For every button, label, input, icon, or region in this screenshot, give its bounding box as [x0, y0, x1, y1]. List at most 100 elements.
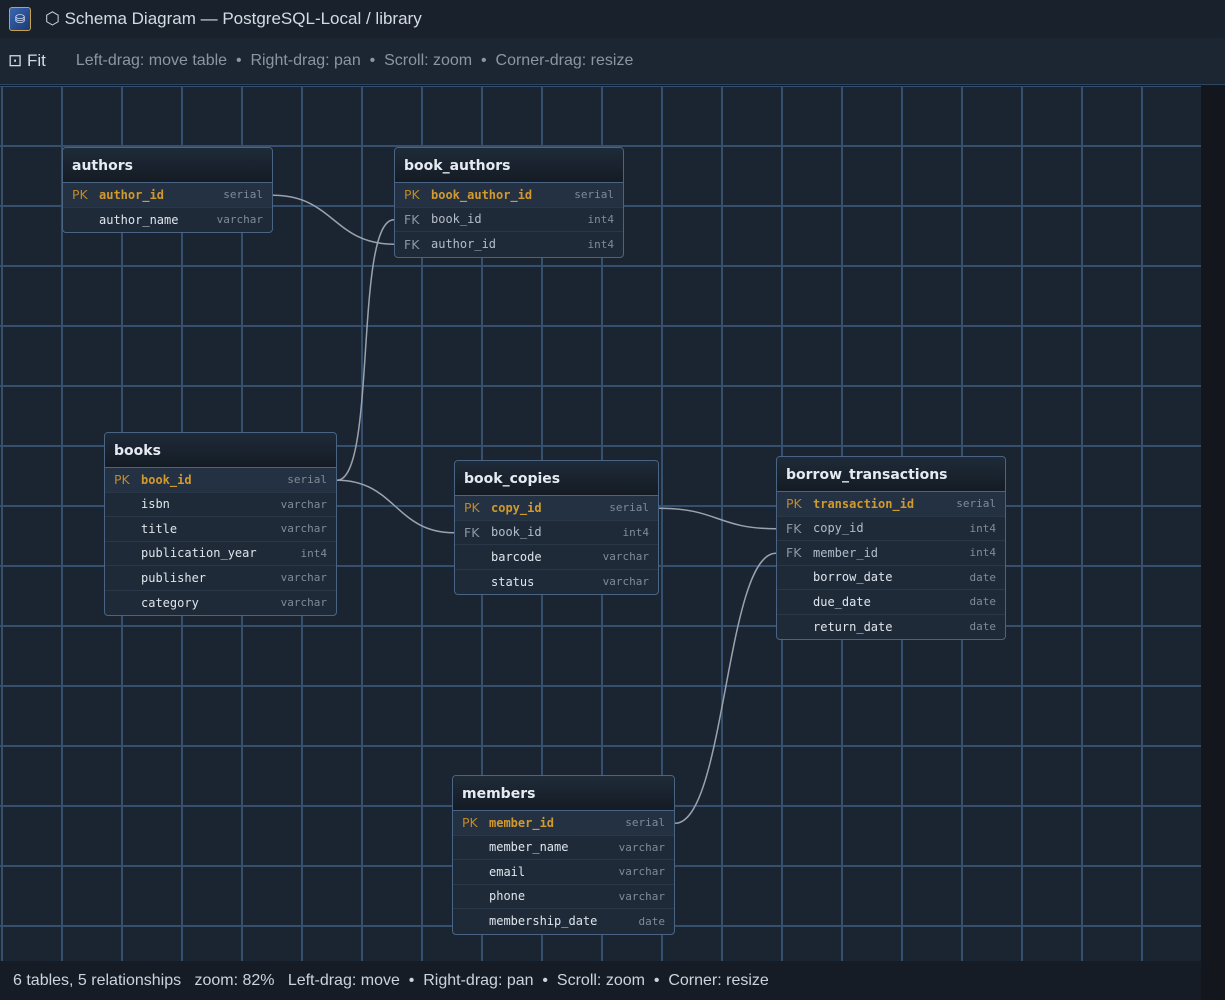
title-bar: ⛁ ⬡ Schema Diagram — PostgreSQL-Local / … [0, 0, 1225, 38]
table-header[interactable]: book_authors [395, 148, 623, 183]
column-type: date [638, 914, 666, 928]
table-header[interactable]: book_copies [455, 461, 658, 496]
column-name: publication_year [141, 546, 257, 561]
column-type: int4 [300, 546, 328, 560]
table-header[interactable]: authors [63, 148, 272, 183]
column-name: transaction_id [813, 496, 915, 511]
column-type: serial [223, 188, 263, 202]
key-badge: FK [786, 520, 802, 536]
app-icon: ⛁ [9, 7, 31, 31]
column-type: serial [625, 816, 665, 830]
column-row[interactable]: PK member_id serial [453, 811, 674, 836]
relationship-line [336, 479, 455, 534]
relationship-line [674, 552, 777, 824]
column-name: author_name [99, 212, 179, 227]
column-row[interactable]: barcode varchar [455, 545, 658, 570]
column-row[interactable]: status varchar [455, 570, 658, 595]
status-bar: 6 tables, 5 relationships zoom: 82% Left… [0, 961, 1201, 1000]
column-type: date [969, 595, 997, 609]
column-type: serial [287, 473, 327, 487]
diagram-canvas[interactable]: authors PK author_id serial author_name varch… [0, 86, 1201, 961]
column-type: varchar [618, 865, 665, 879]
fit-button[interactable]: ⊡ Fit [8, 51, 46, 70]
column-name: copy_id [491, 500, 542, 515]
column-type: varchar [602, 550, 649, 564]
table-books[interactable]: books PK book_id serial isbn varchar title varc… [104, 432, 337, 616]
column-row[interactable]: FK member_id int4 [777, 541, 1005, 566]
column-row[interactable]: author_name varchar [63, 208, 272, 233]
column-row[interactable]: FK author_id int4 [395, 232, 623, 257]
column-name: phone [489, 889, 526, 904]
column-row[interactable]: PK book_id serial [105, 468, 336, 493]
column-name: isbn [141, 497, 170, 512]
table-header[interactable]: borrow_transactions [777, 457, 1005, 492]
column-name: book_id [431, 212, 482, 227]
column-type: int4 [622, 525, 650, 539]
column-name: status [491, 574, 535, 589]
table-borrow_transactions[interactable]: borrow_transactions PK transaction_id seria… [776, 456, 1006, 640]
table-book_authors[interactable]: book_authors PK book_author_id serial FK book… [394, 147, 624, 258]
column-type: varchar [280, 596, 327, 610]
column-name: return_date [813, 619, 893, 634]
column-row[interactable]: membership_date date [453, 909, 674, 934]
relationship-line [272, 194, 395, 245]
column-row[interactable]: PK copy_id serial [455, 496, 658, 521]
key-badge: PK [464, 500, 480, 516]
table-members[interactable]: members PK member_id serial member_name varch… [452, 775, 675, 935]
table-authors[interactable]: authors PK author_id serial author_name varch… [62, 147, 273, 233]
column-row[interactable]: category varchar [105, 591, 336, 616]
key-badge: PK [72, 187, 88, 203]
column-row[interactable]: member_name varchar [453, 836, 674, 860]
column-row[interactable]: publication_year int4 [105, 542, 336, 566]
column-row[interactable]: FK copy_id int4 [777, 517, 1005, 541]
right-scrollbar[interactable] [1201, 86, 1225, 1000]
column-type: int4 [969, 546, 997, 560]
key-badge: PK [404, 187, 420, 203]
key-badge: PK [114, 472, 130, 488]
column-row[interactable]: title varchar [105, 517, 336, 542]
table-header[interactable]: members [453, 776, 674, 811]
column-type: serial [574, 188, 614, 202]
window-title: ⬡ Schema Diagram — PostgreSQL-Local / li… [45, 9, 422, 28]
column-row[interactable]: PK transaction_id serial [777, 492, 1005, 517]
column-row[interactable]: PK author_id serial [63, 183, 272, 208]
column-name: member_name [489, 840, 569, 855]
column-name: member_id [813, 545, 879, 560]
column-row[interactable]: phone varchar [453, 885, 674, 909]
key-badge: FK [404, 211, 420, 227]
column-type: serial [956, 497, 996, 511]
column-row[interactable]: due_date date [777, 590, 1005, 615]
column-row[interactable]: FK book_id int4 [455, 521, 658, 545]
column-type: date [969, 570, 997, 584]
column-type: varchar [280, 497, 327, 511]
column-type: varchar [618, 840, 665, 854]
column-row[interactable]: FK book_id int4 [395, 208, 623, 232]
column-type: date [969, 620, 997, 634]
column-row[interactable]: email varchar [453, 860, 674, 885]
column-type: int4 [969, 521, 997, 535]
column-row[interactable]: PK book_author_id serial [395, 183, 623, 208]
table-book_copies[interactable]: book_copies PK copy_id serial FK book_id int4 b… [454, 460, 659, 595]
column-name: author_id [431, 237, 497, 252]
relationship-lines [272, 194, 777, 824]
column-type: serial [609, 501, 649, 515]
column-name: barcode [491, 549, 542, 564]
key-badge: PK [786, 496, 802, 512]
column-name: publisher [141, 570, 207, 585]
column-row[interactable]: return_date date [777, 615, 1005, 640]
table-header[interactable]: books [105, 433, 336, 468]
column-name: member_id [489, 815, 555, 830]
column-type: varchar [216, 213, 263, 227]
status-text: 6 tables, 5 relationships zoom: 82% Left… [13, 971, 769, 989]
key-badge: FK [786, 545, 802, 561]
column-name: copy_id [813, 521, 864, 536]
column-name: title [141, 521, 178, 536]
column-row[interactable]: borrow_date date [777, 566, 1005, 590]
column-name: due_date [813, 594, 871, 609]
relationship-line [336, 219, 395, 481]
column-name: email [489, 864, 526, 879]
column-type: varchar [618, 889, 665, 903]
column-row[interactable]: isbn varchar [105, 493, 336, 517]
relationship-line [658, 507, 777, 530]
column-row[interactable]: publisher varchar [105, 566, 336, 591]
